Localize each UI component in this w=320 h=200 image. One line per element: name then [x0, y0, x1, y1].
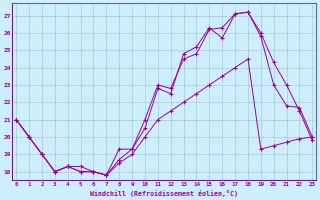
- X-axis label: Windchill (Refroidissement éolien,°C): Windchill (Refroidissement éolien,°C): [90, 190, 238, 197]
